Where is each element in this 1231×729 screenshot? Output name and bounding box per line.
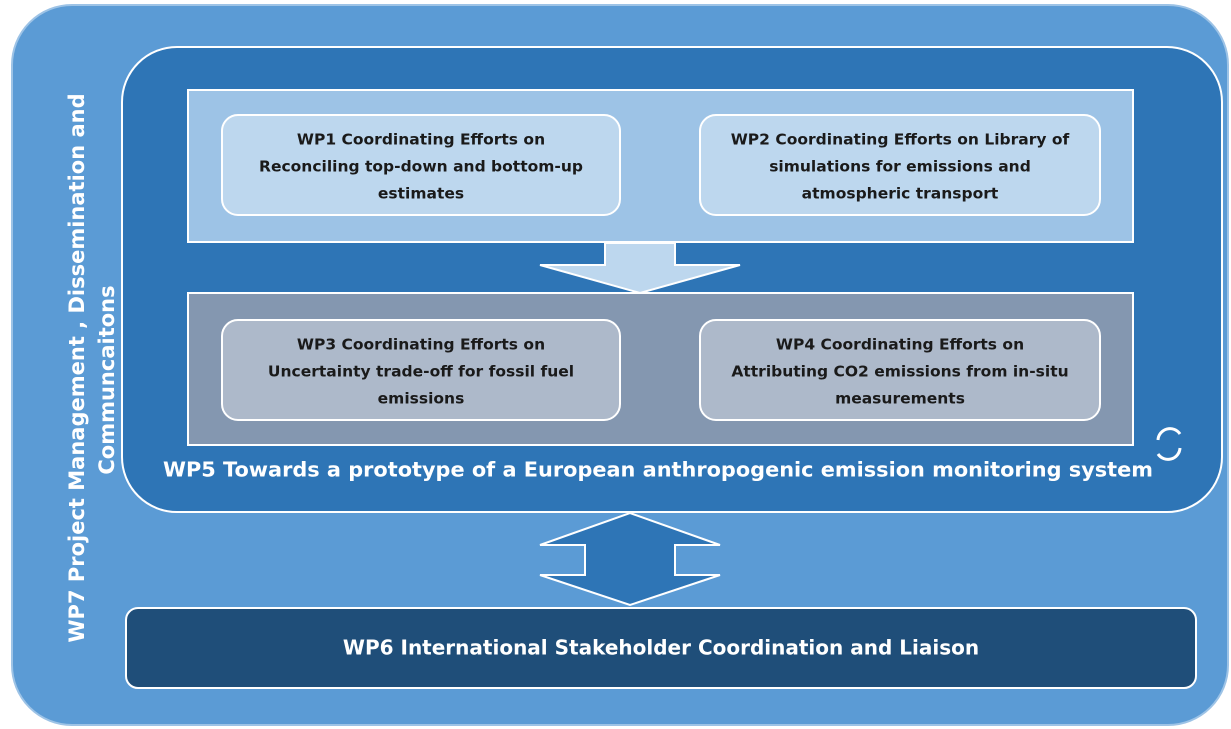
cycle-icon bbox=[1156, 427, 1182, 461]
double-arrow bbox=[539, 511, 721, 607]
box-line: Reconciling top-down and bottom-up bbox=[259, 158, 583, 176]
box-line: WP2 Coordinating Efforts on Library of bbox=[731, 131, 1070, 149]
down-arrow bbox=[539, 242, 741, 295]
wp1-box bbox=[221, 114, 621, 216]
box-line: atmospheric transport bbox=[802, 185, 999, 203]
box-line: WP4 Coordinating Efforts on bbox=[776, 336, 1024, 354]
wp3-box bbox=[221, 319, 621, 421]
box-line: measurements bbox=[835, 390, 965, 408]
wp4-box bbox=[699, 319, 1101, 421]
wp5-label: WP5 Towards a prototype of a European an… bbox=[163, 458, 1153, 482]
box-line: Attributing CO2 emissions from in-situ bbox=[731, 363, 1068, 381]
wp7-line: WP7 Project Management , Dissemination a… bbox=[65, 93, 89, 642]
box-line: simulations for emissions and bbox=[769, 158, 1031, 176]
box-line: WP1 Coordinating Efforts on bbox=[297, 131, 545, 149]
box-line: WP3 Coordinating Efforts on bbox=[297, 336, 545, 354]
box-line: Uncertainty trade-off for fossil fuel bbox=[268, 363, 574, 381]
wp7-line: Communcaitons bbox=[95, 285, 119, 474]
wp6-label: WP6 International Stakeholder Coordinati… bbox=[343, 636, 979, 660]
wp2-box bbox=[699, 114, 1101, 216]
box-line: estimates bbox=[378, 185, 464, 203]
wp6-box bbox=[125, 607, 1197, 689]
box-line: emissions bbox=[378, 390, 465, 408]
